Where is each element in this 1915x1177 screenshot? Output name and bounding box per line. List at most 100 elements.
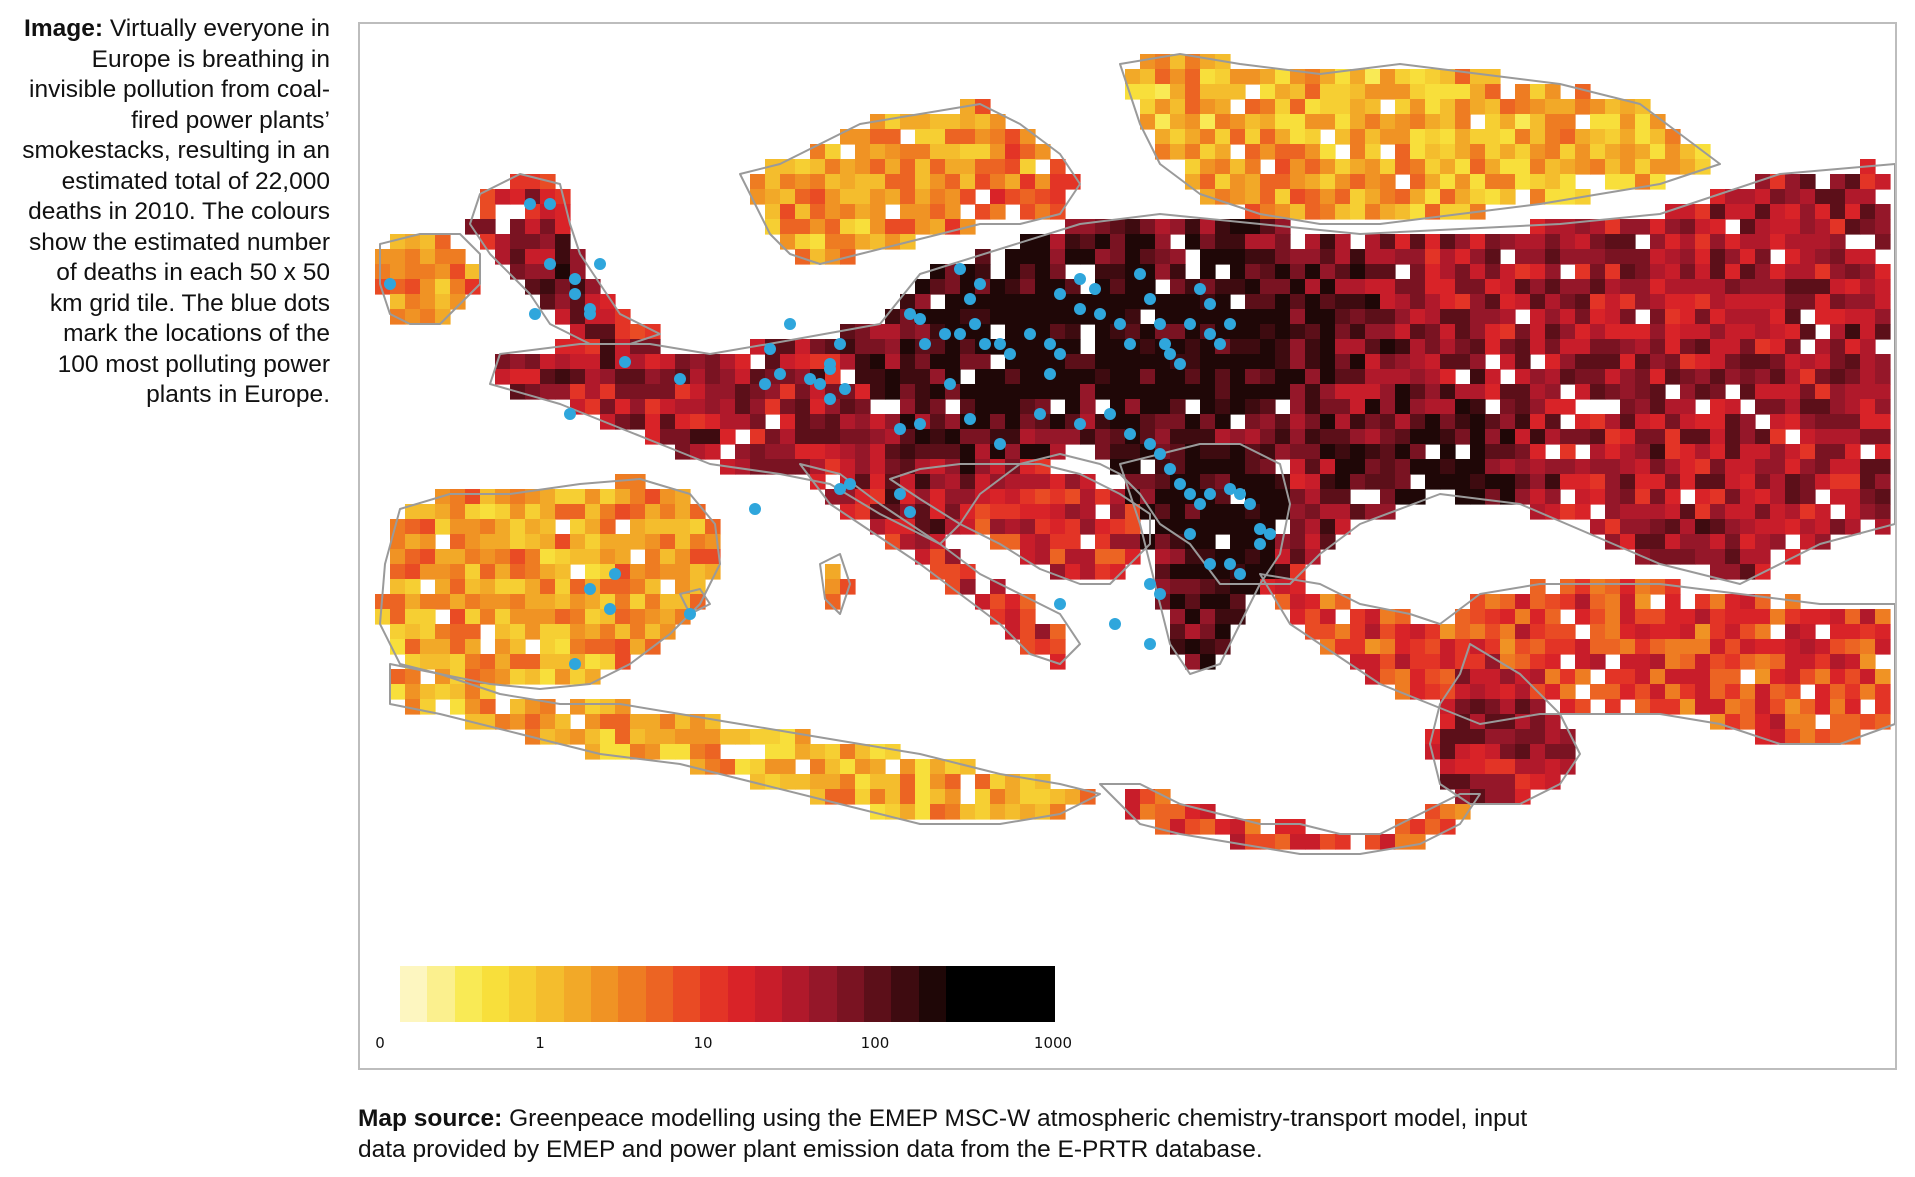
grid-tile [1770, 654, 1786, 670]
grid-tile [1665, 594, 1681, 610]
grid-tile [1200, 69, 1216, 85]
grid-tile [585, 639, 601, 655]
grid-tile [1560, 729, 1576, 745]
grid-tile [1515, 324, 1531, 340]
grid-tile [1020, 789, 1036, 805]
grid-tile [1005, 474, 1021, 490]
grid-tile [1545, 459, 1561, 475]
grid-tile [1200, 219, 1216, 235]
power-plant-marker [1174, 358, 1186, 370]
grid-tile [1830, 609, 1846, 625]
grid-tile [1125, 69, 1141, 85]
grid-tile [645, 369, 661, 385]
grid-tile [1410, 279, 1426, 295]
grid-tile [495, 189, 511, 205]
grid-tile [1665, 624, 1681, 640]
grid-tile [1770, 639, 1786, 655]
grid-tile [1500, 474, 1516, 490]
grid-tile [1320, 399, 1336, 415]
grid-tile [1665, 699, 1681, 715]
grid-tile [1230, 69, 1246, 85]
grid-tile [1710, 429, 1726, 445]
grid-tile [1845, 354, 1861, 370]
grid-tile [1170, 609, 1186, 625]
grid-tile [1680, 504, 1696, 520]
grid-tile [1500, 384, 1516, 400]
grid-tile [1770, 369, 1786, 385]
grid-tile [900, 204, 916, 220]
grid-tile [1320, 444, 1336, 460]
grid-tile [435, 234, 451, 250]
grid-tile [1380, 294, 1396, 310]
grid-tile [1800, 459, 1816, 475]
grid-tile [1815, 729, 1831, 745]
grid-tile [1095, 324, 1111, 340]
grid-tile [840, 789, 856, 805]
grid-tile [855, 174, 871, 190]
grid-tile [885, 369, 901, 385]
grid-tile [1770, 519, 1786, 535]
grid-tile [1410, 294, 1426, 310]
power-plant-marker [1074, 418, 1086, 430]
grid-tile [1350, 429, 1366, 445]
grid-tile [1020, 384, 1036, 400]
grid-tile [1275, 204, 1291, 220]
grid-tile [1440, 669, 1456, 685]
grid-tile [1845, 309, 1861, 325]
grid-tile [405, 234, 421, 250]
grid-tile [975, 204, 991, 220]
grid-tile [915, 324, 931, 340]
grid-tile [1560, 234, 1576, 250]
grid-tile [840, 204, 856, 220]
grid-tile [465, 519, 481, 535]
grid-tile [1455, 684, 1471, 700]
grid-tile [1860, 384, 1876, 400]
grid-tile [525, 594, 541, 610]
grid-tile [1695, 699, 1711, 715]
grid-tile [1290, 309, 1306, 325]
grid-tile [405, 279, 421, 295]
grid-tile [1530, 129, 1546, 145]
grid-tile [975, 129, 991, 145]
grid-tile [975, 459, 991, 475]
grid-tile [675, 414, 691, 430]
grid-tile [1335, 234, 1351, 250]
grid-tile [930, 354, 946, 370]
grid-tile [1635, 324, 1651, 340]
grid-tile [555, 504, 571, 520]
power-plant-marker [774, 368, 786, 380]
grid-tile [1305, 624, 1321, 640]
grid-tile [825, 234, 841, 250]
grid-tile [1305, 369, 1321, 385]
grid-tile [690, 744, 706, 760]
grid-tile [435, 579, 451, 595]
grid-tile [1275, 294, 1291, 310]
grid-tile [1800, 654, 1816, 670]
grid-tile [1710, 369, 1726, 385]
grid-tile [1605, 444, 1621, 460]
grid-tile [1155, 129, 1171, 145]
grid-tile [1605, 414, 1621, 430]
grid-tile [1020, 519, 1036, 535]
grid-tile [510, 519, 526, 535]
grid-tile [885, 534, 901, 550]
grid-tile [1770, 174, 1786, 190]
grid-tile [1350, 444, 1366, 460]
scale-tick-10: 10 [693, 1034, 713, 1052]
grid-tile [1215, 249, 1231, 265]
grid-tile [1725, 309, 1741, 325]
grid-tile [1545, 369, 1561, 385]
grid-tile [1635, 684, 1651, 700]
grid-tile [870, 474, 886, 490]
grid-tile [1230, 189, 1246, 205]
grid-tile [1650, 459, 1666, 475]
scale-swatch [481, 966, 510, 1022]
grid-tile [1020, 204, 1036, 220]
grid-tile [1470, 429, 1486, 445]
grid-tile [1470, 669, 1486, 685]
grid-tile [1290, 159, 1306, 175]
grid-tile [1275, 369, 1291, 385]
grid-tile [1350, 384, 1366, 400]
grid-tile [675, 564, 691, 580]
grid-tile [465, 624, 481, 640]
